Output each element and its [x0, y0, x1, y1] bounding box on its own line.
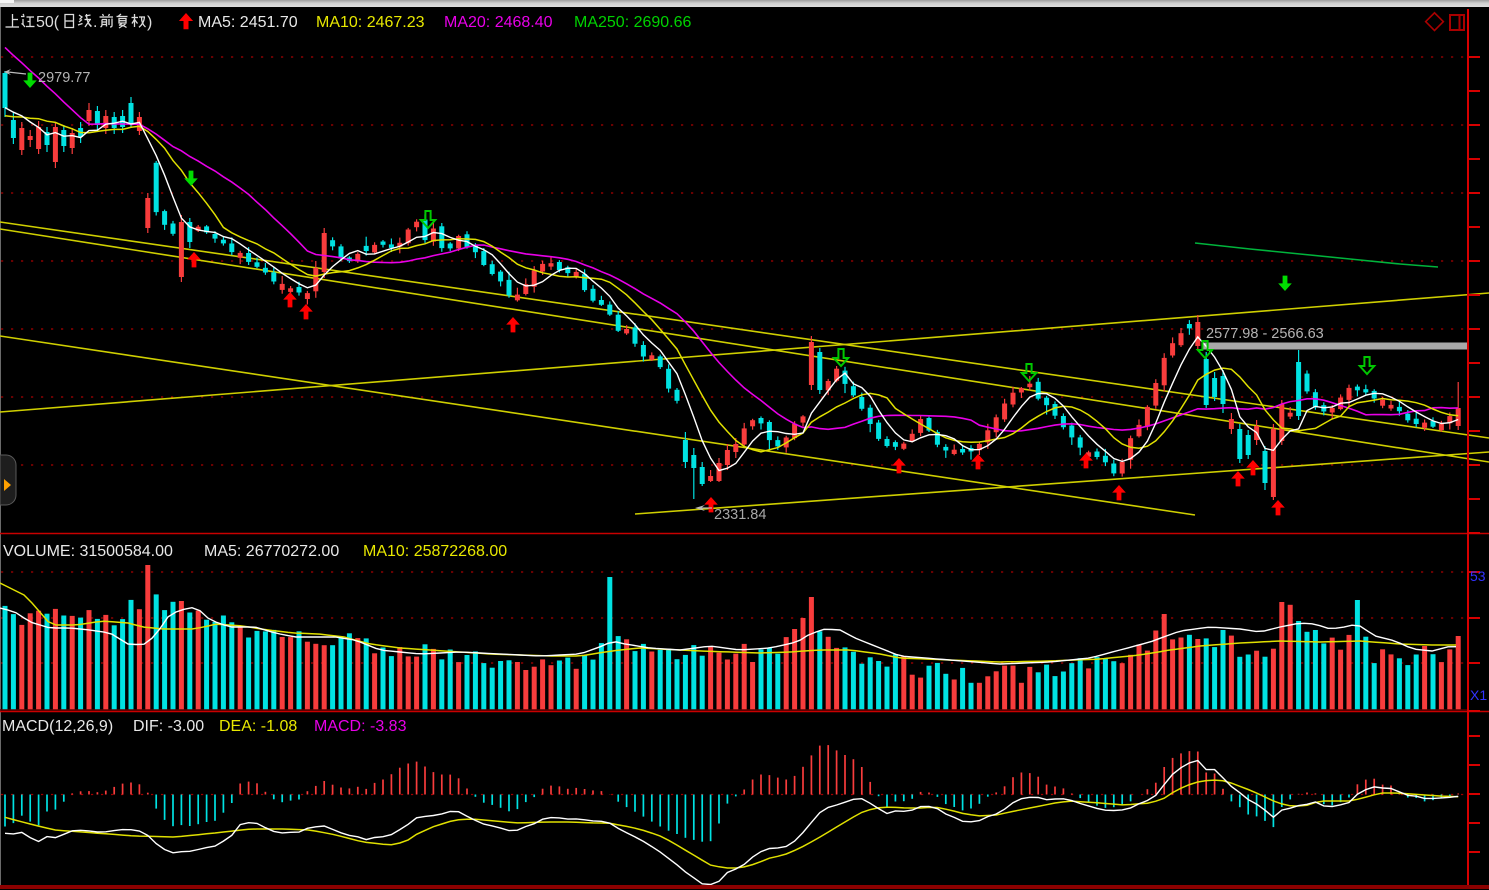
svg-text:50(: 50( — [36, 14, 60, 31]
svg-text:MA10: 25872268.00: MA10: 25872268.00 — [363, 543, 507, 560]
svg-text:MACD(12,26,9): MACD(12,26,9) — [2, 718, 113, 735]
svg-text:2331.84: 2331.84 — [714, 507, 766, 523]
svg-text:2577.98 - 2566.63: 2577.98 - 2566.63 — [1206, 326, 1324, 342]
svg-text:MA250: 2690.66: MA250: 2690.66 — [574, 14, 692, 31]
svg-text:2979.77: 2979.77 — [38, 70, 90, 86]
svg-text:MA5: 26770272.00: MA5: 26770272.00 — [204, 543, 339, 560]
svg-text:DIF: -3.00: DIF: -3.00 — [133, 718, 204, 735]
svg-text:MA20: 2468.40: MA20: 2468.40 — [444, 14, 553, 31]
svg-text:53: 53 — [1470, 568, 1486, 584]
svg-text:MACD: -3.83: MACD: -3.83 — [314, 718, 407, 735]
svg-text:): ) — [147, 14, 152, 31]
svg-text:X1: X1 — [1470, 687, 1487, 703]
svg-text:.: . — [93, 14, 97, 31]
svg-text:VOLUME: 31500584.00: VOLUME: 31500584.00 — [3, 543, 173, 560]
svg-text:MA5: 2451.70: MA5: 2451.70 — [198, 14, 298, 31]
svg-text:MA10: 2467.23: MA10: 2467.23 — [316, 14, 425, 31]
svg-text:DEA: -1.08: DEA: -1.08 — [219, 718, 297, 735]
